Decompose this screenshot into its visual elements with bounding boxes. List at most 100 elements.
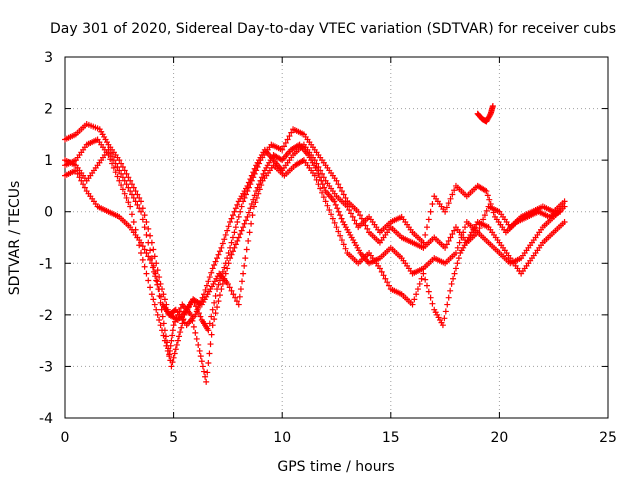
data-point-interp: [125, 199, 132, 206]
data-point: [148, 255, 155, 262]
x-tick-label: 20: [490, 430, 508, 446]
data-point-interp: [156, 317, 163, 324]
data-point-interp: [132, 198, 139, 205]
data-point-interp: [362, 222, 369, 229]
data-point: [235, 234, 242, 241]
data-point-interp: [197, 353, 204, 360]
data-point-interp: [74, 170, 81, 177]
data-point-interp: [215, 298, 222, 305]
data-point: [148, 291, 155, 298]
data-point-interp: [154, 311, 161, 318]
data-point-interp: [141, 212, 148, 219]
data-point-interp: [425, 288, 432, 295]
data-point-interp: [252, 199, 259, 206]
data-point-interp: [422, 231, 429, 238]
data-point: [279, 146, 286, 153]
data-point-interp: [451, 270, 458, 277]
data-point-interp: [130, 184, 137, 191]
data-point-interp: [490, 209, 497, 216]
data-point: [561, 198, 568, 205]
data-point-interp: [123, 181, 130, 188]
data-point-interp: [349, 213, 356, 220]
data-point-interp: [225, 223, 232, 230]
data-point-interp: [229, 248, 236, 255]
data-point-interp: [229, 234, 236, 241]
data-point-interp: [237, 208, 244, 215]
data-point-interp: [145, 239, 152, 246]
data-point-interp: [353, 220, 360, 227]
data-point-interp: [329, 215, 336, 222]
data-point-interp: [119, 186, 126, 193]
data-point-interp: [338, 188, 345, 195]
data-point-interp: [320, 174, 327, 181]
data-point: [218, 286, 225, 293]
data-point-interp: [255, 190, 262, 197]
data-point-interp: [128, 181, 135, 188]
data-point: [557, 208, 564, 215]
data-point-interp: [413, 291, 420, 298]
data-point: [174, 337, 181, 344]
data-point-interp: [216, 292, 223, 299]
data-point-interp: [145, 225, 152, 232]
data-point: [333, 177, 340, 184]
data-point-interp: [317, 185, 324, 192]
data-point-interp: [251, 165, 258, 172]
data-point-interp: [427, 208, 434, 215]
data-point-interp: [228, 239, 235, 246]
data-point-interp: [247, 176, 254, 183]
data-point-interp: [429, 200, 436, 207]
data-point-interp: [480, 216, 487, 223]
data-point-interp: [357, 212, 364, 219]
data-point: [138, 239, 145, 246]
data-point-interp: [150, 296, 157, 303]
data-point-interp: [245, 237, 252, 244]
data-point-interp: [382, 275, 389, 282]
data-point: [138, 208, 145, 215]
data-point-interp: [346, 206, 353, 213]
data-point-interp: [444, 301, 451, 308]
data-point-interp: [161, 296, 168, 303]
data-point-interp: [335, 181, 342, 188]
data-point-interp: [248, 220, 255, 227]
data-point: [331, 198, 338, 205]
data-point-interp: [284, 136, 291, 143]
data-point-interp: [141, 263, 148, 270]
data-point-interp: [147, 232, 154, 239]
data-point-interp: [215, 251, 222, 258]
data-point-interp: [234, 201, 241, 208]
data-point-interp: [427, 294, 434, 301]
data-point-interp: [193, 308, 200, 315]
data-point-interp: [201, 368, 208, 375]
data-point-interp: [195, 304, 202, 311]
data-point: [227, 255, 234, 262]
data-point-interp: [422, 276, 429, 283]
data-point-interp: [112, 160, 119, 167]
data-point: [203, 378, 210, 385]
data-point-interp: [109, 153, 116, 160]
data-point-interp: [169, 332, 176, 339]
data-point-interp: [226, 284, 233, 291]
data-point: [157, 322, 164, 329]
data-point: [138, 198, 145, 205]
data-point-interp: [136, 194, 143, 201]
data-point-interp: [248, 172, 255, 179]
data-point-interp: [451, 187, 458, 194]
data-point-interp: [243, 191, 249, 198]
y-tick-label: 3: [44, 50, 53, 66]
data-point-interp: [204, 369, 211, 376]
data-point-interp: [145, 277, 152, 284]
data-point-interp: [326, 206, 333, 213]
data-point-interp: [247, 205, 254, 212]
data-point: [127, 188, 134, 195]
data-point-interp: [282, 139, 289, 146]
data-point-interp: [240, 270, 247, 277]
data-point-interp: [128, 211, 135, 218]
data-point-interp: [143, 231, 150, 238]
x-tick-label: 5: [169, 430, 178, 446]
data-point-interp: [315, 164, 322, 171]
data-point-interp: [231, 244, 238, 251]
data-point-interp: [139, 256, 146, 263]
data-point-interp: [170, 354, 177, 361]
x-axis-title: GPS time / hours: [277, 459, 394, 475]
data-point-interp: [123, 170, 130, 177]
